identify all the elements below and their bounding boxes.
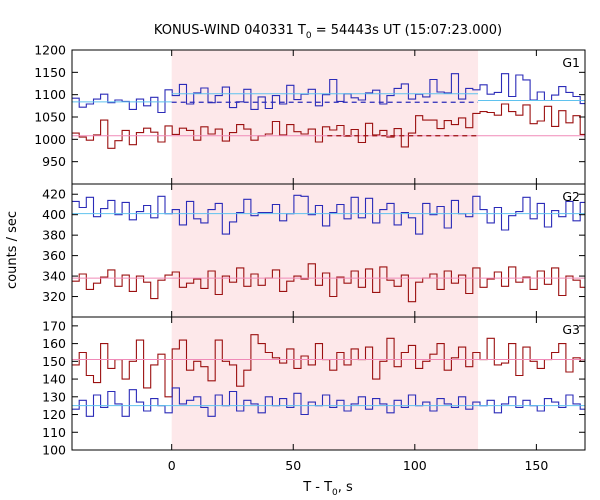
g1-ytick-label-950: 950	[42, 154, 66, 169]
g1-ytick-label-1100: 1100	[34, 87, 66, 102]
g1-ytick-label-1150: 1150	[34, 65, 66, 80]
g3-blue-histogram-1	[72, 387, 585, 417]
g3-panel-frame	[71, 316, 586, 451]
xtick-label-100: 100	[403, 458, 427, 473]
g3-ytick-label-110: 110	[42, 425, 66, 440]
g3-panel-label: G3	[562, 322, 580, 337]
xtick-label-0: 0	[168, 458, 176, 473]
g2-ytick-label-360: 360	[42, 248, 66, 263]
g3-ytick-label-170: 170	[42, 318, 66, 333]
g1-panel-label: G1	[562, 55, 580, 70]
g3-ytick-label-130: 130	[42, 389, 66, 404]
frame-layer	[71, 49, 586, 451]
g1-blue-histogram-0	[72, 73, 585, 114]
g1-ytick-label-1050: 1050	[34, 110, 66, 125]
g2-red-histogram-1	[72, 263, 585, 303]
label-layer: 95010001050110011501200G1320340360380400…	[34, 43, 580, 474]
g2-panel-label: G2	[562, 189, 580, 204]
g3-ytick-label-150: 150	[42, 354, 66, 369]
g1-ytick-label-1200: 1200	[34, 43, 66, 58]
g2-ytick-label-340: 340	[42, 269, 66, 284]
g2-ytick-label-380: 380	[42, 228, 66, 243]
g2-ytick-label-320: 320	[42, 289, 66, 304]
x-axis-label: T - T0, s	[302, 480, 353, 498]
g3-ytick-label-100: 100	[42, 443, 66, 458]
g2-blue-histogram-0	[72, 194, 585, 235]
highlight-layer	[171, 50, 479, 450]
series-layer	[72, 73, 585, 417]
g3-ytick-label-120: 120	[42, 407, 66, 422]
xtick-label-50: 50	[285, 458, 301, 473]
g3-ytick-label-160: 160	[42, 336, 66, 351]
chart-title: KONUS-WIND 040331 T0 = 54443s UT (15:07:…	[154, 23, 502, 41]
g2-ytick-label-400: 400	[42, 207, 66, 222]
g1-ytick-label-1000: 1000	[34, 132, 66, 147]
g1-red-histogram-1	[72, 103, 585, 149]
xtick-label-150: 150	[524, 458, 548, 473]
g3-ytick-label-140: 140	[42, 372, 66, 387]
g2-ytick-label-420: 420	[42, 187, 66, 202]
y-axis-label: counts / sec	[5, 211, 20, 289]
g3-red-histogram-0	[72, 334, 585, 398]
trigger-interval-highlight	[171, 50, 479, 450]
